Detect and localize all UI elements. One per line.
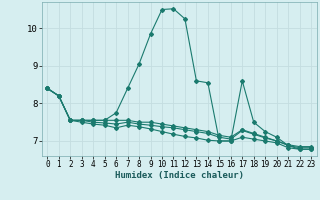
X-axis label: Humidex (Indice chaleur): Humidex (Indice chaleur) bbox=[115, 171, 244, 180]
